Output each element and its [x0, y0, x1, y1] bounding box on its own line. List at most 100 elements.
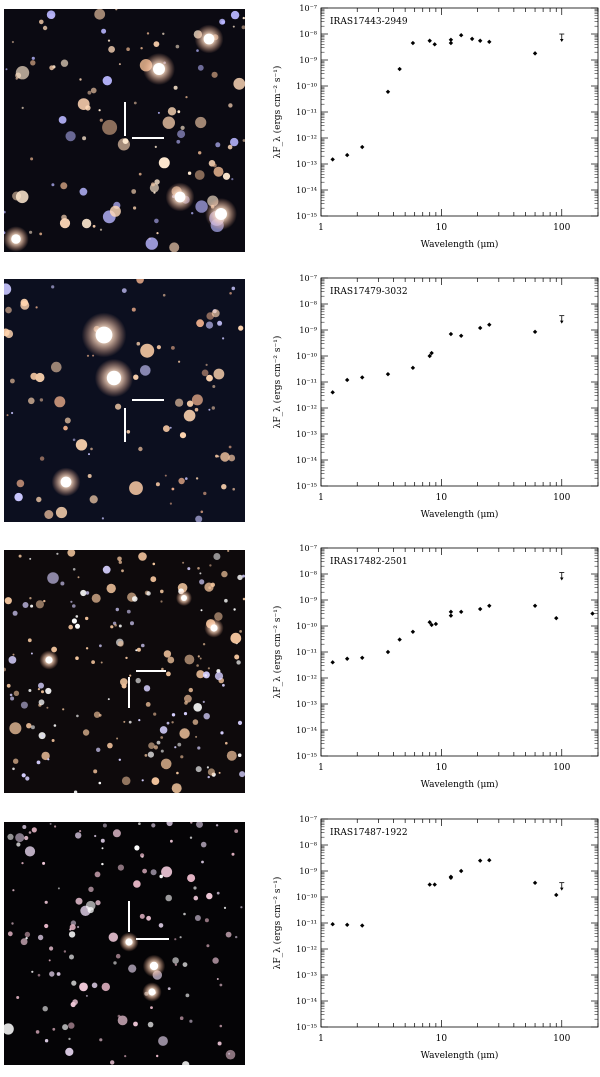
star [205, 321, 214, 329]
star [15, 190, 29, 204]
star [196, 49, 199, 52]
star [163, 650, 172, 658]
star [118, 758, 122, 761]
star [76, 714, 79, 718]
data-point [458, 32, 464, 38]
star [146, 591, 151, 596]
x-tick-label: 10 [436, 223, 448, 233]
star [225, 1049, 236, 1060]
star [143, 685, 151, 692]
data-point [477, 606, 483, 612]
star [208, 408, 211, 411]
data-point [360, 655, 365, 660]
star [196, 664, 199, 667]
star [150, 869, 157, 876]
data-point [477, 38, 483, 43]
star [215, 454, 219, 458]
star [5, 68, 8, 71]
star [159, 874, 163, 879]
star [197, 746, 201, 750]
star [25, 776, 30, 781]
star [39, 456, 45, 461]
star [121, 776, 131, 786]
x-axis-label: Wavelength (μm) [421, 779, 499, 790]
star [199, 572, 202, 575]
star [182, 1061, 190, 1065]
star [30, 604, 34, 608]
star [20, 298, 29, 307]
bright-star-core [203, 33, 215, 45]
star [203, 491, 207, 496]
star [164, 474, 167, 477]
star [12, 889, 15, 892]
star [12, 610, 18, 616]
star [65, 1047, 74, 1056]
star [100, 838, 105, 843]
x-tick-label: 100 [553, 763, 570, 773]
star [69, 924, 76, 931]
star [232, 25, 235, 28]
y-tick-label: 10⁻⁹ [299, 56, 317, 65]
star [204, 918, 209, 923]
star [98, 781, 102, 785]
star [24, 835, 29, 841]
star [138, 822, 141, 825]
star [186, 400, 194, 407]
star [167, 987, 171, 990]
data-point [448, 609, 454, 615]
star [99, 118, 103, 122]
star [130, 621, 134, 626]
y-tick-label: 10⁻¹⁵ [296, 212, 317, 221]
star [62, 708, 65, 711]
upper-limit-marker [559, 882, 565, 891]
star [172, 957, 179, 964]
star [139, 913, 145, 919]
star [153, 745, 158, 750]
star [174, 938, 177, 941]
chart-title: IRAS17443-2949 [330, 17, 408, 27]
x-tick-label: 100 [553, 1034, 570, 1044]
star [15, 833, 25, 843]
star [9, 722, 22, 735]
star [237, 574, 243, 581]
star [12, 653, 15, 656]
star [51, 361, 62, 373]
star [118, 63, 121, 66]
star [6, 414, 9, 417]
data-point [344, 152, 350, 158]
y-tick-label: 10⁻¹¹ [296, 919, 317, 928]
bright-star-core [215, 208, 227, 220]
y-tick-label: 10⁻¹⁴ [296, 997, 317, 1006]
x-tick-label: 1 [318, 1034, 324, 1044]
upper-limit-marker [559, 572, 565, 581]
star [185, 477, 188, 480]
star [152, 562, 156, 566]
star [75, 615, 79, 618]
star [60, 59, 69, 67]
star [21, 862, 24, 865]
star [4, 283, 12, 295]
star [194, 407, 199, 412]
y-axis-label: λF_λ (ergs cm⁻² s⁻¹) [272, 66, 283, 159]
star [99, 644, 102, 648]
star [79, 78, 82, 81]
star [147, 1021, 154, 1028]
star [72, 999, 78, 1005]
star [146, 32, 150, 35]
star [25, 937, 28, 940]
bright-star-core [174, 191, 186, 203]
starfield-image-1 [4, 9, 245, 252]
y-tick-label: 10⁻⁷ [299, 544, 317, 553]
bright-star-core [95, 326, 113, 344]
bright-star-core [149, 961, 159, 971]
star [65, 131, 76, 142]
star [227, 144, 233, 150]
star [102, 76, 113, 86]
star [58, 116, 67, 124]
y-tick-label: 10⁻¹⁴ [296, 726, 317, 735]
star [207, 667, 210, 670]
star [85, 105, 91, 111]
y-tick-label: 10⁻¹⁰ [296, 622, 317, 631]
data-point [429, 350, 434, 356]
star [30, 60, 36, 66]
